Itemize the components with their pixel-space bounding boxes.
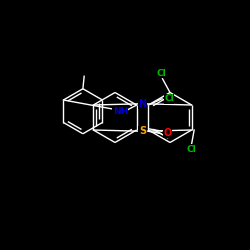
Text: NH: NH bbox=[113, 107, 128, 116]
Text: N: N bbox=[138, 99, 146, 109]
Text: Cl: Cl bbox=[187, 145, 196, 154]
Text: Cl: Cl bbox=[164, 94, 174, 103]
Text: O: O bbox=[164, 128, 172, 138]
Text: Cl: Cl bbox=[156, 69, 166, 78]
Text: S: S bbox=[139, 126, 146, 136]
